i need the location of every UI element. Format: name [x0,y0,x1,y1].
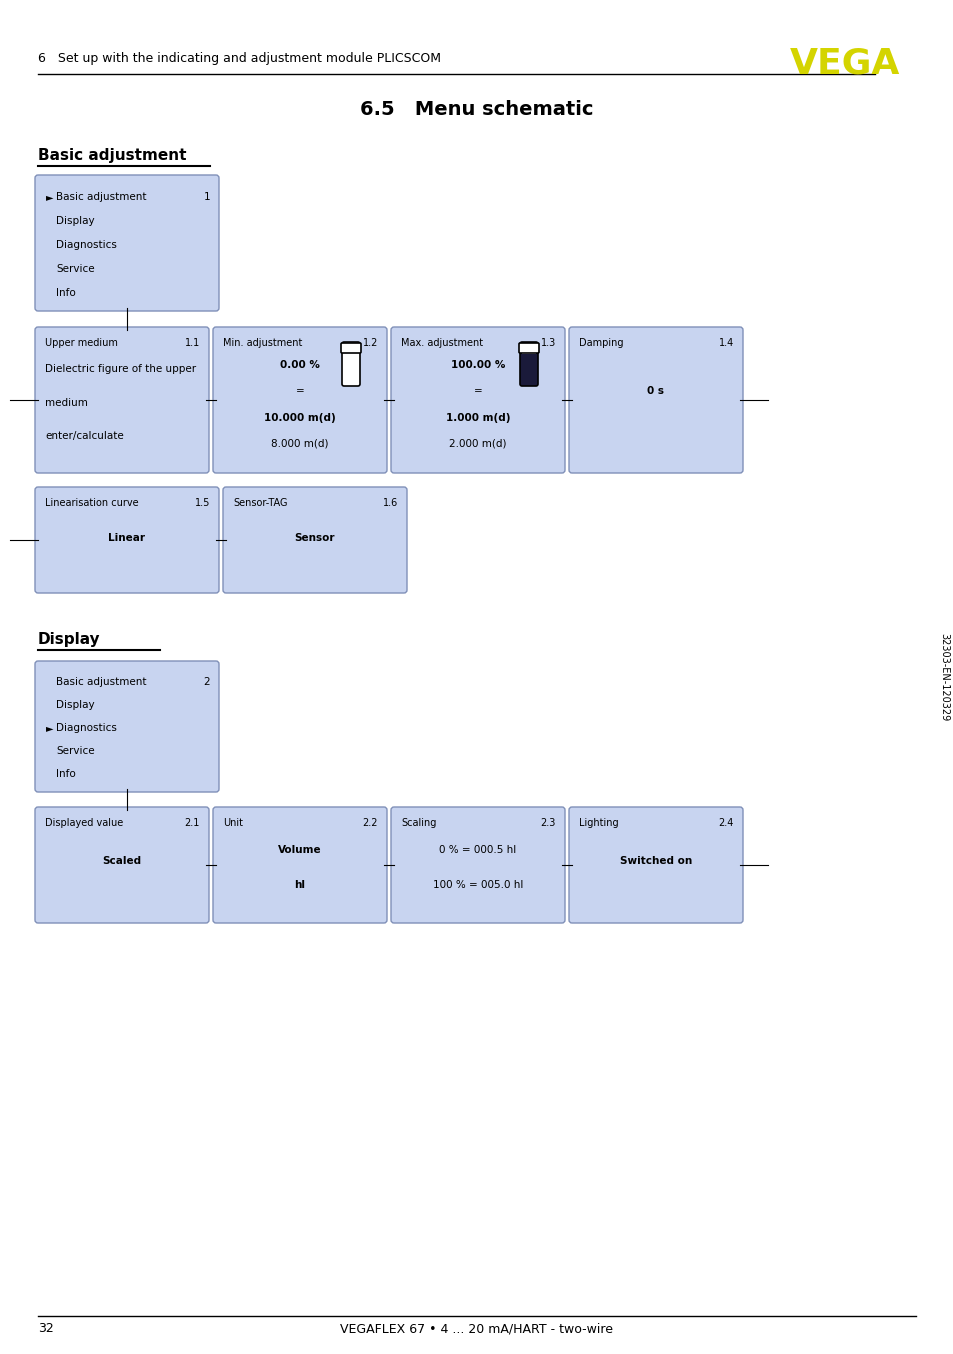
Text: Display: Display [56,215,94,226]
Text: Basic adjustment: Basic adjustment [56,677,147,688]
Text: Diagnostics: Diagnostics [56,723,117,734]
Text: 6   Set up with the indicating and adjustment module PLICSCOM: 6 Set up with the indicating and adjustm… [38,51,440,65]
FancyBboxPatch shape [391,328,564,473]
Text: 8.000 m(d): 8.000 m(d) [271,439,329,448]
Text: 1: 1 [203,192,210,202]
FancyBboxPatch shape [518,343,538,353]
FancyBboxPatch shape [35,807,209,923]
Text: Basic adjustment: Basic adjustment [56,192,147,202]
Text: 1.5: 1.5 [194,498,210,508]
Text: 2: 2 [203,677,210,688]
Text: Service: Service [56,746,94,757]
Text: 2.1: 2.1 [185,818,200,829]
Text: 0 % = 000.5 hl: 0 % = 000.5 hl [439,845,517,854]
Text: Min. adjustment: Min. adjustment [223,338,302,348]
FancyBboxPatch shape [391,807,564,923]
Text: hl: hl [294,880,305,890]
Text: Linearisation curve: Linearisation curve [45,498,138,508]
Text: Basic adjustment: Basic adjustment [38,148,186,162]
FancyBboxPatch shape [213,807,387,923]
Text: 1.3: 1.3 [540,338,556,348]
Text: Linear: Linear [109,533,146,543]
Text: Info: Info [56,769,75,780]
Text: Scaled: Scaled [102,856,141,867]
FancyBboxPatch shape [35,328,209,473]
Bar [521,344,536,353]
Text: Displayed value: Displayed value [45,818,123,829]
Text: =: = [295,386,304,397]
Text: 0.00 %: 0.00 % [280,360,319,370]
Text: Display: Display [56,700,94,711]
Text: =: = [473,386,482,397]
Text: 1.6: 1.6 [382,498,397,508]
Text: 2.000 m(d): 2.000 m(d) [449,439,506,448]
FancyBboxPatch shape [213,328,387,473]
Text: ►: ► [46,192,53,202]
FancyBboxPatch shape [568,328,742,473]
Text: 1.000 m(d): 1.000 m(d) [445,413,510,422]
Text: Unit: Unit [223,818,243,829]
Text: Display: Display [38,632,100,647]
FancyBboxPatch shape [35,487,219,593]
Text: 2.3: 2.3 [540,818,556,829]
Text: 2.4: 2.4 [718,818,733,829]
FancyBboxPatch shape [35,661,219,792]
Text: medium: medium [45,398,88,408]
Text: 1.2: 1.2 [362,338,377,348]
Text: ►: ► [46,723,53,734]
FancyBboxPatch shape [519,343,537,386]
Text: VEGA: VEGA [789,47,899,81]
Text: Dielectric figure of the upper: Dielectric figure of the upper [45,364,196,374]
Text: Diagnostics: Diagnostics [56,240,117,249]
FancyBboxPatch shape [340,343,360,353]
Text: 2.2: 2.2 [362,818,377,829]
Text: 1.4: 1.4 [718,338,733,348]
Text: Volume: Volume [278,845,321,854]
Text: Service: Service [56,264,94,274]
Text: 32: 32 [38,1322,53,1335]
Text: Upper medium: Upper medium [45,338,118,348]
Text: enter/calculate: enter/calculate [45,432,124,441]
FancyBboxPatch shape [341,343,359,386]
FancyBboxPatch shape [35,175,219,311]
Text: Sensor-TAG: Sensor-TAG [233,498,287,508]
Text: 100 % = 005.0 hl: 100 % = 005.0 hl [433,880,522,890]
Text: Max. adjustment: Max. adjustment [400,338,482,348]
Text: Lighting: Lighting [578,818,618,829]
Text: Info: Info [56,288,75,298]
Text: Sensor: Sensor [294,533,335,543]
Text: VEGAFLEX 67 • 4 ... 20 mA/HART - two-wire: VEGAFLEX 67 • 4 ... 20 mA/HART - two-wir… [340,1322,613,1335]
Text: Switched on: Switched on [619,856,691,867]
Text: 0 s: 0 s [647,386,664,397]
FancyBboxPatch shape [568,807,742,923]
FancyBboxPatch shape [223,487,407,593]
Text: 32303-EN-120329: 32303-EN-120329 [938,632,948,722]
Text: 100.00 %: 100.00 % [451,360,505,370]
Text: 1.1: 1.1 [185,338,200,348]
Text: Damping: Damping [578,338,623,348]
Text: Scaling: Scaling [400,818,436,829]
Text: 6.5   Menu schematic: 6.5 Menu schematic [360,100,593,119]
Text: 10.000 m(d): 10.000 m(d) [264,413,335,422]
